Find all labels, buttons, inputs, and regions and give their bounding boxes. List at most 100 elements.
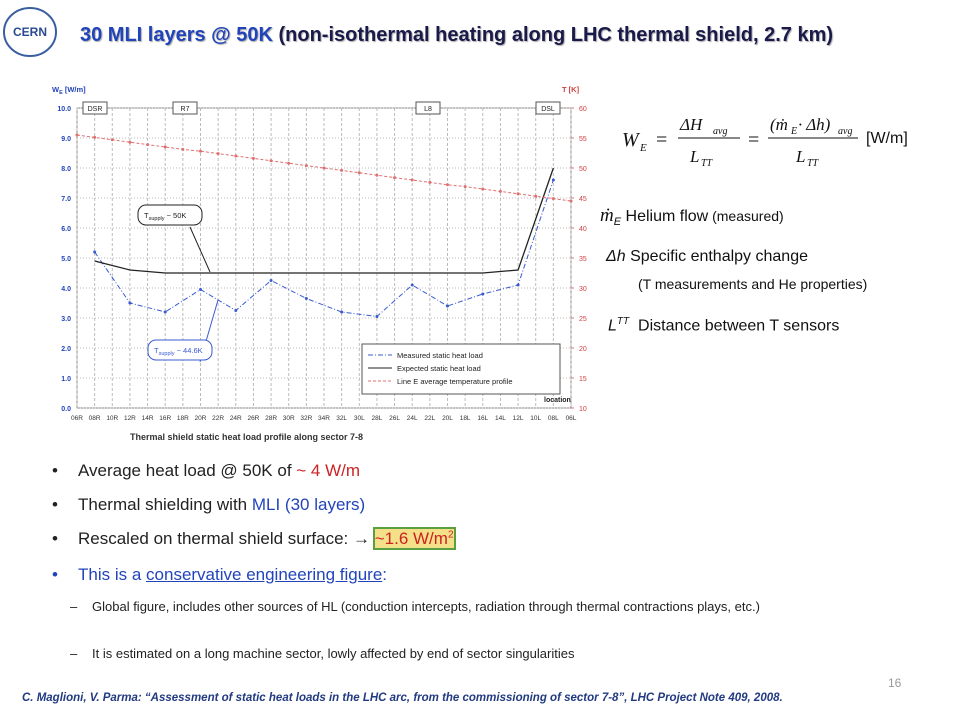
formula-part: TT — [807, 158, 820, 169]
annotation-base: T — [154, 346, 159, 355]
formula-part: = — [748, 129, 759, 151]
legend-text: Distance between T sensors — [638, 317, 840, 335]
legend-item: ṁE Helium flow (measured) — [600, 205, 784, 228]
point — [199, 288, 202, 291]
symbol: L — [608, 317, 617, 335]
x-tick-label: 32R — [300, 415, 312, 422]
point — [463, 185, 467, 189]
legend-note: (measured) — [708, 208, 784, 224]
legend-label: Measured static heat load — [397, 351, 483, 360]
bullet: • Average heat load @ 50K of ~ 4 W/m — [52, 461, 361, 480]
annotation-rest: ~ 44.6K — [175, 346, 203, 355]
x-tick-label: 16R — [159, 415, 171, 422]
point — [357, 171, 361, 175]
annotation-arrow — [189, 226, 211, 273]
y2-tick-label: 40 — [579, 226, 587, 233]
legend-item: LTT Distance between T sensors — [608, 316, 839, 335]
accent-text: ~1.6 W/m — [374, 529, 448, 548]
legend-box — [361, 343, 561, 395]
point — [234, 154, 238, 158]
point — [163, 310, 167, 314]
x-tick-label: 28L — [371, 415, 382, 422]
citation: C. Maglioni, V. Parma: “Assessment of st… — [22, 692, 783, 704]
y-label-sub: E — [59, 90, 63, 96]
bullet-arrow: → — [352, 529, 370, 548]
y-tick-label: 7.0 — [61, 196, 71, 203]
bullet-text: Thermal shielding with — [78, 495, 252, 514]
formula-part: L — [795, 147, 805, 166]
y-axis-label: WE [W/m] — [52, 85, 86, 96]
point — [446, 304, 449, 308]
point — [481, 187, 485, 191]
formula-part: ΔH — [679, 115, 704, 134]
point — [163, 145, 167, 149]
point — [304, 164, 308, 168]
point — [516, 192, 520, 196]
sub-bullet: – Global figure, includes other sources o… — [70, 599, 760, 614]
point — [128, 140, 132, 144]
point — [534, 194, 538, 198]
point — [340, 168, 344, 172]
legend-text: Specific enthalpy change — [630, 248, 808, 265]
logo-text: CERN — [13, 25, 47, 39]
point — [322, 166, 326, 170]
point — [75, 133, 79, 137]
series-line — [76, 134, 572, 202]
point — [446, 183, 449, 187]
formula-part: L — [689, 147, 699, 166]
y-tick-label: 0.0 — [61, 406, 71, 413]
sub-bullet-text: It is estimated on a long machine sector… — [92, 646, 575, 661]
point — [251, 156, 255, 160]
region-box — [415, 101, 441, 115]
formula-part: E — [639, 142, 647, 154]
sub-bullet-text: Global figure, includes other sources of… — [92, 599, 760, 614]
point — [481, 292, 485, 296]
x-tick-label: 18R — [177, 415, 189, 422]
annotation: Tsupply ~ 44.6K — [154, 346, 203, 357]
formula-part: (ṁ — [770, 115, 788, 134]
bullet-accent: ~1.6 W/m2 — [372, 527, 456, 550]
point — [516, 283, 520, 287]
y2-tick-label: 30 — [579, 286, 587, 293]
point — [410, 178, 414, 182]
point — [287, 161, 291, 165]
region-label: R7 — [181, 106, 190, 113]
legend-text: Helium flow — [625, 208, 709, 225]
y-tick-label: 10.0 — [57, 106, 71, 113]
annotation-box — [137, 204, 203, 226]
symbol: ṁ — [600, 205, 614, 226]
y-tick-label: 5.0 — [61, 256, 71, 263]
formula-part: · Δh) — [798, 115, 831, 134]
x-tick-label: 30L — [354, 415, 365, 422]
point — [304, 297, 308, 300]
x-tick-label: 14L — [495, 415, 506, 422]
y2-tick-label: 25 — [579, 316, 587, 323]
x-tick-label: 28R — [265, 415, 277, 422]
x-tick-label: 30R — [283, 415, 295, 422]
y2-tick-label: 20 — [579, 346, 587, 353]
point — [498, 189, 502, 193]
y-tick-label: 3.0 — [61, 316, 71, 323]
x-tick-label: 06L — [566, 415, 577, 422]
region-box — [172, 101, 198, 115]
y-label-base: W — [52, 85, 60, 94]
y2-tick-label: 45 — [579, 196, 587, 203]
x-tick-label: 12R — [124, 415, 136, 422]
x-tick-label: 32L — [336, 415, 347, 422]
annotation-sub: supply — [159, 351, 175, 357]
caption: Thermal shield static heat load profile … — [130, 432, 363, 442]
annotation-base: T — [144, 211, 149, 220]
region-label: DSL — [541, 106, 555, 113]
formula-part: E — [790, 126, 797, 137]
bullet-accent: ~ 4 W/m — [296, 461, 361, 480]
bullet-text: Rescaled on thermal shield surface: — [78, 529, 353, 548]
y-tick-label: 6.0 — [61, 226, 71, 233]
point — [410, 283, 414, 287]
x-tick-label: 24L — [407, 415, 418, 422]
region-label: DSR — [88, 106, 103, 113]
y2-tick-label: 15 — [579, 376, 587, 383]
y-tick-label: 4.0 — [61, 286, 71, 293]
x-tick-label: 22L — [424, 415, 435, 422]
symbol-sub: E — [613, 216, 622, 229]
